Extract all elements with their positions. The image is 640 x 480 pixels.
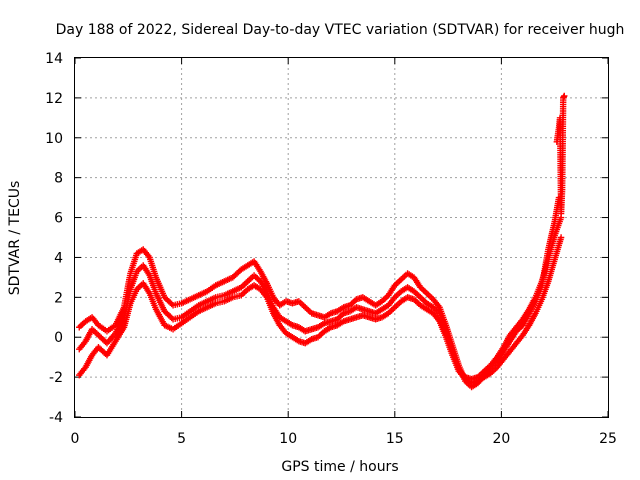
y-tick-label: -4 bbox=[49, 410, 63, 426]
x-axis-label: GPS time / hours bbox=[281, 459, 398, 475]
data-point bbox=[561, 92, 568, 100]
y-tick-label: 6 bbox=[54, 211, 63, 227]
x-tick-label: 25 bbox=[599, 431, 617, 447]
y-tick-label: 12 bbox=[45, 91, 63, 107]
y-tick-label: 8 bbox=[54, 171, 63, 187]
x-tick-label: 10 bbox=[279, 431, 297, 447]
y-tick-label: 10 bbox=[45, 131, 63, 147]
data-point bbox=[168, 300, 175, 308]
axis-ticks: 0 5 10 15 20 25 -4 -2 0 2 4 6 8 10 12 14 bbox=[45, 51, 617, 447]
series-1 bbox=[76, 194, 563, 391]
y-tick-label: 14 bbox=[45, 51, 63, 67]
plot-frame bbox=[74, 57, 609, 418]
x-tick-label: 15 bbox=[386, 431, 404, 447]
y-tick-label: 2 bbox=[54, 290, 63, 306]
data-point bbox=[557, 234, 565, 241]
data-marks bbox=[76, 92, 568, 391]
series-4 bbox=[553, 92, 568, 217]
grid bbox=[75, 58, 608, 417]
x-tick-label: 20 bbox=[492, 431, 510, 447]
y-tick-label: 0 bbox=[54, 330, 63, 346]
y-tick-label: 4 bbox=[54, 250, 63, 266]
series-2 bbox=[76, 214, 565, 383]
series-3 bbox=[76, 234, 565, 387]
y-tick-label: -2 bbox=[49, 370, 63, 386]
data-point bbox=[168, 314, 175, 322]
x-tick-label: 5 bbox=[177, 431, 186, 447]
chart-title: Day 188 of 2022, Sidereal Day-to-day VTE… bbox=[56, 22, 625, 38]
y-axis-label: SDTVAR / TECUs bbox=[7, 181, 23, 296]
x-tick-label: 0 bbox=[71, 431, 80, 447]
